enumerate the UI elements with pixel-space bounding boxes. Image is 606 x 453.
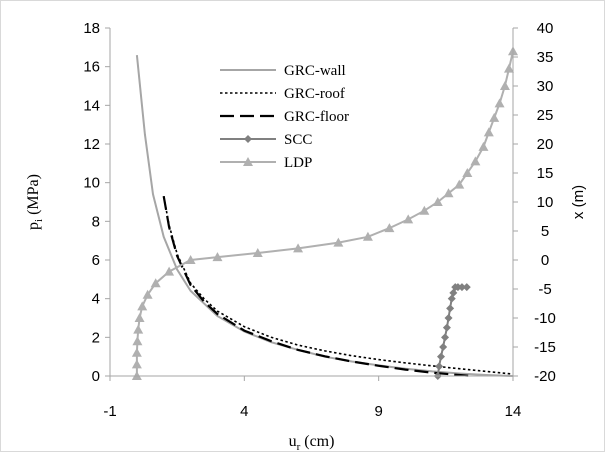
data-point-scc: [462, 283, 471, 292]
x-axis-title-main: u: [289, 433, 297, 450]
series-layer: [131, 46, 518, 380]
y-right-tick-label: 35: [537, 49, 554, 66]
data-point-ldp: [185, 255, 196, 264]
legend: GRC-wall GRC-roof GRC-floor SCC LDP: [220, 63, 349, 171]
y-right-title-group: x (m): [570, 185, 587, 219]
data-point-scc: [453, 283, 462, 292]
data-point-ldp: [137, 301, 148, 311]
y-left-tick-label: 16: [83, 59, 100, 76]
data-point-ldp: [462, 168, 473, 177]
y-left-axis-title: pi (MPa): [25, 174, 45, 230]
data-point-scc: [457, 283, 466, 292]
data-point-ldp: [131, 347, 142, 357]
y-right-tick-label: 25: [537, 107, 554, 124]
x-tick-label: 9: [374, 403, 382, 420]
axes-layer: 0 2 4 6 8 10 12 14 16 18 -20 -15 -10 -5 0 5 10 15 20 25 30 35…: [25, 20, 587, 453]
series-line-grc-floor: [162, 196, 473, 378]
y-right-tick-label: -20: [534, 368, 556, 385]
data-point-scc: [439, 343, 448, 351]
legend-label-grc-floor: GRC-floor: [284, 109, 349, 125]
y-left-tick-label: 4: [92, 291, 100, 308]
x-axis-title-unit: (cm): [300, 433, 334, 450]
data-point-ldp: [293, 243, 304, 253]
data-point-ldp: [150, 278, 161, 288]
series-scc: [433, 283, 471, 380]
series-line-grc-wall: [135, 54, 514, 377]
y-left-tick-label: 12: [83, 136, 100, 153]
data-point-ldp: [503, 63, 514, 73]
data-point-ldp: [403, 214, 414, 224]
x-axis-title-subscript: r: [297, 441, 301, 453]
data-point-ldp: [134, 313, 145, 322]
y-left-tick-label: 0: [92, 368, 100, 385]
y-left-tick-label: 14: [83, 97, 100, 114]
data-point-scc: [446, 304, 455, 313]
data-point-ldp: [362, 231, 373, 241]
data-point-ldp: [131, 359, 142, 369]
data-point-ldp: [333, 237, 344, 247]
data-point-ldp: [494, 98, 505, 108]
data-point-ldp: [384, 223, 395, 233]
data-point-ldp: [133, 324, 144, 334]
y-right-tick-label: -10: [534, 310, 556, 327]
data-point-ldp: [489, 112, 500, 122]
data-point-ldp: [132, 336, 143, 346]
data-point-ldp: [142, 289, 153, 299]
legend-label-ldp: LDP: [284, 155, 312, 171]
data-point-scc: [436, 352, 445, 361]
legend-label-scc: SCC: [284, 132, 312, 148]
data-point-ldp: [252, 248, 263, 258]
data-point-scc: [435, 362, 444, 371]
x-axis-title: ur (cm): [289, 433, 335, 453]
y-right-axis-title: x (m): [570, 185, 587, 219]
x-tick-label: 14: [505, 403, 522, 420]
y-left-tick-label: 6: [92, 252, 100, 269]
x-tick-label: 4: [240, 403, 248, 420]
data-point-scc: [442, 323, 451, 332]
data-point-ldp: [432, 197, 443, 206]
y-left-tick-label: 8: [92, 213, 100, 230]
data-point-scc: [447, 294, 456, 303]
y-right-tick-label: -5: [538, 281, 551, 298]
data-point-ldp: [483, 127, 494, 137]
data-point-ldp: [443, 188, 454, 198]
data-point-ldp: [419, 205, 430, 215]
x-tick-label: -1: [103, 403, 116, 420]
y-left-axis-title-subscript: i: [33, 219, 45, 222]
y-right-tick-label: 10: [537, 194, 554, 211]
y-left-axis-title-main: p: [25, 222, 42, 230]
data-point-ldp: [470, 156, 481, 166]
y-right-tick-label: 30: [537, 78, 554, 95]
y-right-tick-label: 0: [541, 252, 549, 269]
y-right-tick-label: 15: [537, 165, 554, 182]
y-right-tick-label: 40: [537, 20, 554, 37]
data-point-scc: [444, 314, 453, 322]
data-point-ldp: [499, 81, 510, 90]
y-left-axis-title-unit: (MPa): [25, 174, 42, 219]
series-grc-floor: [162, 196, 473, 378]
legend-label-grc-roof: GRC-roof: [284, 86, 345, 102]
y-right-tick-label: -15: [534, 339, 556, 356]
y-left-tick-label: 10: [83, 175, 100, 192]
y-left-tick-label: 2: [92, 329, 100, 346]
legend-marker-scc: [244, 135, 252, 143]
data-point-scc: [441, 333, 450, 342]
legend-marker-ldp: [243, 157, 253, 166]
y-right-tick-label: 5: [541, 223, 549, 240]
y-right-tick-label: 20: [537, 136, 554, 153]
y-left-title-group: pi (MPa): [25, 174, 45, 230]
data-point-ldp: [454, 179, 465, 189]
data-point-ldp: [478, 141, 489, 151]
y-left-tick-label: 18: [83, 20, 100, 37]
series-grc-wall: [135, 54, 514, 377]
data-point-ldp: [212, 252, 223, 262]
legend-label-grc-wall: GRC-wall: [284, 63, 346, 79]
data-point-ldp: [164, 266, 175, 276]
